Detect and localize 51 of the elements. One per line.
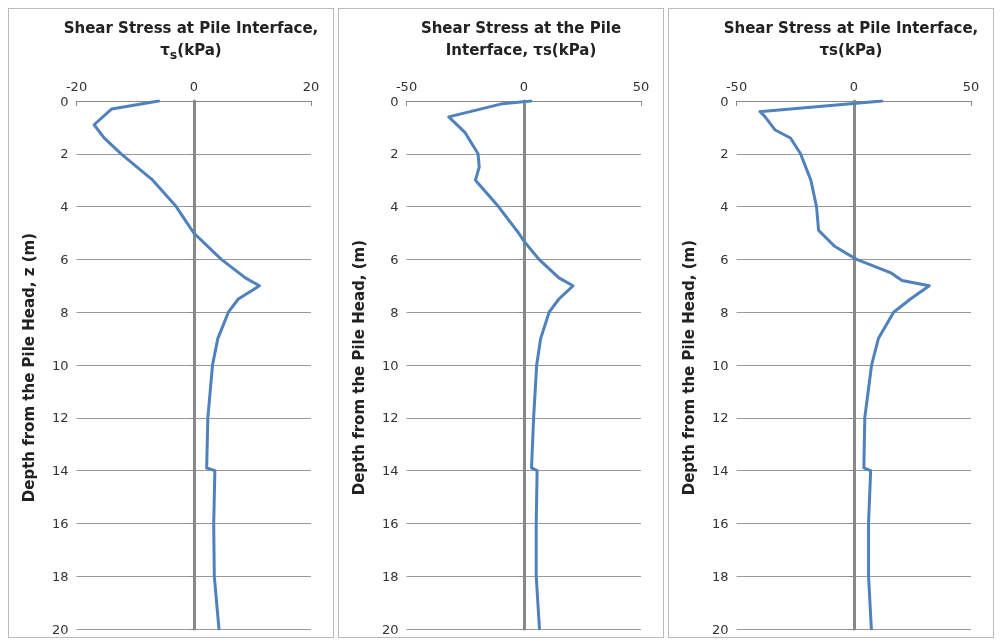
y-tick-label: 8	[390, 304, 399, 320]
y-tick-label: 4	[720, 199, 729, 215]
x-tick-label: 20	[302, 79, 320, 94]
x-tick-label: 0	[849, 79, 858, 94]
y-tick-label: 2	[390, 146, 399, 162]
x-tick-label: 0	[189, 79, 198, 94]
x-tick-label: -50	[725, 79, 748, 94]
x-tick-label: 0	[519, 79, 528, 94]
y-tick-label: 12	[712, 410, 729, 426]
y-tick-label: 0	[390, 93, 399, 109]
y-tick-label: 4	[390, 199, 399, 215]
x-axis-title: Shear Stress at the Pile Interface, τs(kPa)	[419, 18, 623, 61]
y-tick-label: 18	[52, 568, 69, 584]
x-tick-label: -50	[395, 79, 418, 94]
y-tick-label: 20	[712, 621, 729, 637]
y-tick-label: 10	[712, 357, 729, 373]
x-tick-label: 50	[632, 79, 650, 94]
y-tick-label: 6	[60, 251, 69, 267]
y-tick-label: 16	[52, 515, 69, 531]
y-tick-label: 0	[60, 93, 69, 109]
y-tick-label: 10	[52, 357, 69, 373]
y-tick-label: 14	[382, 463, 399, 479]
x-tick-label: -20	[65, 79, 88, 94]
y-tick-label: 0	[720, 93, 729, 109]
line-series	[447, 99, 575, 631]
line-series	[758, 99, 931, 631]
x-axis-title: Shear Stress at Pile Interface, τ$_{s}$(kPa)	[62, 18, 320, 64]
y-tick-label: 14	[712, 463, 729, 479]
y-tick-label: 14	[52, 463, 69, 479]
y-tick-label: 16	[382, 515, 399, 531]
y-tick-label: 8	[60, 304, 69, 320]
y-axis-title: Depth from the Pile Head, z (m)	[20, 233, 38, 503]
y-axis-title: Depth from the Pile Head, (m)	[350, 240, 368, 496]
y-tick-label: 6	[390, 251, 399, 267]
y-tick-label: 8	[720, 304, 729, 320]
x-axis-title: Shear Stress at Pile Interface, τs(kPa)	[722, 18, 980, 61]
y-tick-label: 12	[52, 410, 69, 426]
y-axis-title: Depth from the Pile Head, (m)	[680, 240, 698, 496]
y-tick-label: 20	[382, 621, 399, 637]
y-tick-label: 18	[382, 568, 399, 584]
y-tick-label: 10	[382, 357, 399, 373]
y-tick-label: 2	[60, 146, 69, 162]
y-tick-label: 4	[60, 199, 69, 215]
y-tick-label: 18	[712, 568, 729, 584]
y-tick-label: 2	[720, 146, 729, 162]
y-tick-label: 16	[712, 515, 729, 531]
x-tick-label: 50	[962, 79, 980, 94]
y-tick-label: 12	[382, 410, 399, 426]
y-tick-label: 20	[52, 621, 69, 637]
line-series	[92, 99, 261, 631]
y-tick-label: 6	[720, 251, 729, 267]
